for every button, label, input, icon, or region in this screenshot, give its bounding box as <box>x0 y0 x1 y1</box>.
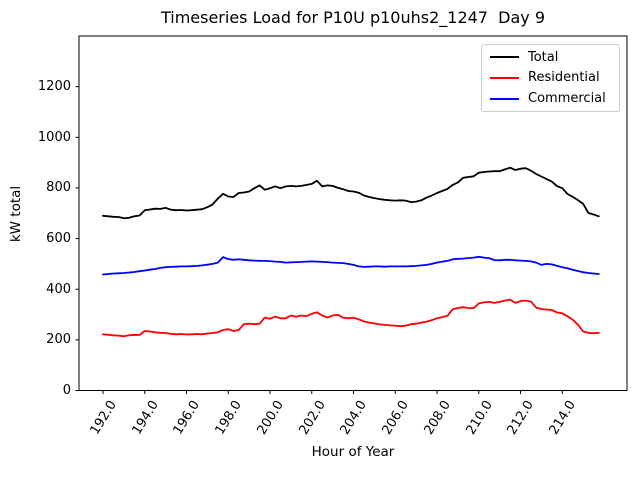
legend-label-residential: Residential <box>528 70 600 86</box>
axes-spines <box>78 35 628 391</box>
legend-line-commercial-icon <box>490 97 519 100</box>
series-line-commercial <box>102 255 600 276</box>
series-line-residential <box>102 298 600 338</box>
y-tick-label: 600 <box>46 231 71 247</box>
legend-label-commercial: Commercial <box>528 91 606 107</box>
legend-label-total: Total <box>528 49 559 65</box>
x-axis-label: Hour of Year <box>311 444 395 460</box>
chart-title: Timeseries Load for P10U p10uhs2_1247 Da… <box>160 8 546 27</box>
legend-item-total: Total <box>482 47 619 67</box>
legend-line-total-icon <box>490 56 519 59</box>
y-tick-label: 1200 <box>37 79 71 95</box>
legend: Total Residential Commercial <box>481 44 620 112</box>
series-line-total <box>102 166 600 220</box>
y-tick-label: 1000 <box>37 129 71 145</box>
y-tick-label: 200 <box>46 332 71 348</box>
y-tick-label: 0 <box>62 383 71 398</box>
legend-item-commercial: Commercial <box>482 89 619 109</box>
legend-item-residential: Residential <box>482 68 619 88</box>
legend-line-residential-icon <box>490 76 519 79</box>
y-tick-label: 400 <box>46 281 71 297</box>
y-tick-label: 800 <box>46 180 71 196</box>
